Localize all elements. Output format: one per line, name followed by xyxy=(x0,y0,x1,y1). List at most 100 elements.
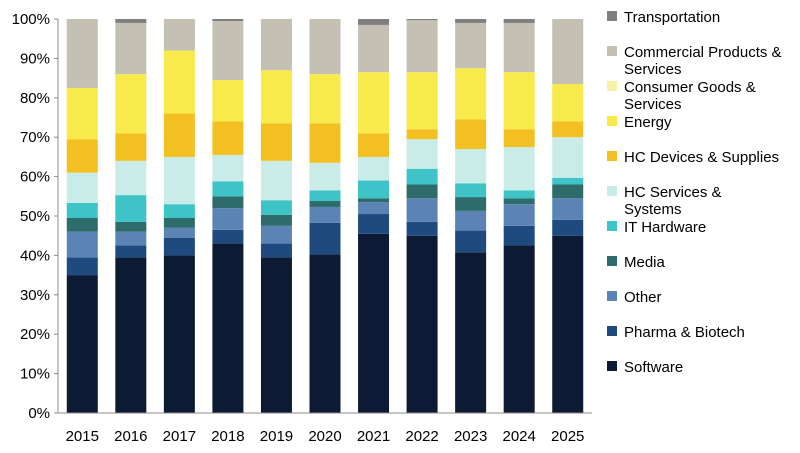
bar-segment-it-hardware-2018 xyxy=(212,181,244,197)
x-tick-label: 2019 xyxy=(260,428,293,445)
bar-segment-energy-2016 xyxy=(115,74,147,134)
legend-label: Media xyxy=(624,254,666,271)
bar-segment-software-2017 xyxy=(163,255,195,413)
legend-item-consumer-goods-and-services: Consumer Goods &Services xyxy=(607,79,756,113)
bar-segment-software-2025 xyxy=(552,235,584,413)
bar-segment-commercial-products-and-services-2015 xyxy=(66,19,98,88)
bar-segment-energy-2021 xyxy=(358,72,390,134)
bar-segment-it-hardware-2021 xyxy=(358,180,390,199)
y-tick-label: 40% xyxy=(20,247,50,264)
x-tick-label: 2023 xyxy=(454,428,487,445)
y-tick-label: 0% xyxy=(28,405,50,422)
x-tick-label: 2015 xyxy=(66,428,99,445)
legend-swatch xyxy=(607,221,617,231)
bar-segment-commercial-products-and-services-2023 xyxy=(455,22,487,69)
legend-item-software: Software xyxy=(607,359,683,376)
bar-segment-transportation-2022 xyxy=(406,19,438,21)
bar-segment-hc-services-and-systems-2023 xyxy=(455,149,487,184)
bar-segment-it-hardware-2017 xyxy=(163,204,195,218)
bar-segment-it-hardware-2019 xyxy=(260,200,292,215)
bar-segment-commercial-products-and-services-2017 xyxy=(163,19,195,51)
bar-group-2025 xyxy=(552,19,584,413)
bar-segment-hc-devices-and-supplies-2019 xyxy=(260,123,292,161)
bar-segment-software-2019 xyxy=(260,257,292,413)
legend-swatch xyxy=(607,151,617,161)
bar-segment-it-hardware-2015 xyxy=(66,202,98,218)
legend-label: Consumer Goods & xyxy=(624,79,756,96)
bar-group-2021 xyxy=(358,19,390,413)
bar-segment-media-2020 xyxy=(309,201,341,207)
bar-segment-hc-services-and-systems-2025 xyxy=(552,137,584,178)
bar-segment-software-2020 xyxy=(309,254,341,413)
bar-segment-hc-devices-and-supplies-2018 xyxy=(212,121,244,155)
legend-label: HC Devices & Supplies xyxy=(624,149,779,166)
legend: Transportation Commercial Products &Servi… xyxy=(607,9,782,376)
bar-segment-software-2016 xyxy=(115,257,147,413)
bar-segment-energy-2025 xyxy=(552,84,584,122)
bar-segment-pharma-and-biotech-2020 xyxy=(309,222,341,255)
bars-area xyxy=(66,19,584,413)
legend-swatch xyxy=(607,361,617,371)
bar-segment-pharma-and-biotech-2022 xyxy=(406,221,438,236)
bar-segment-other-2020 xyxy=(309,206,341,223)
bar-segment-software-2015 xyxy=(66,275,98,413)
bar-segment-hc-devices-and-supplies-2017 xyxy=(163,113,195,157)
legend-label: Software xyxy=(624,359,683,376)
legend-swatch xyxy=(607,326,617,336)
legend-item-energy: Energy xyxy=(607,114,672,131)
legend-swatch xyxy=(607,81,617,91)
legend-item-commercial-products-and-services: Commercial Products &Services xyxy=(607,44,782,78)
legend-label: Commercial Products & xyxy=(624,44,782,61)
x-tick-label: 2018 xyxy=(211,428,244,445)
bar-segment-hc-services-and-systems-2017 xyxy=(163,156,195,205)
legend-label: Energy xyxy=(624,114,672,131)
y-tick-label: 10% xyxy=(20,366,50,383)
bar-segment-hc-devices-and-supplies-2025 xyxy=(552,121,584,138)
legend-label: Other xyxy=(624,289,662,306)
bar-segment-transportation-2024 xyxy=(503,19,535,23)
bar-segment-software-2024 xyxy=(503,245,535,413)
bar-segment-hc-services-and-systems-2022 xyxy=(406,139,438,169)
bar-segment-pharma-and-biotech-2021 xyxy=(358,214,390,234)
bar-segment-it-hardware-2023 xyxy=(455,183,487,198)
bar-segment-energy-2017 xyxy=(163,50,195,114)
bar-segment-media-2016 xyxy=(115,221,147,232)
x-tick-label: 2020 xyxy=(308,428,341,445)
x-tick-label: 2025 xyxy=(551,428,584,445)
legend-swatch xyxy=(607,116,617,126)
bar-segment-energy-2023 xyxy=(455,68,487,120)
bar-group-2024 xyxy=(503,19,535,413)
bar-segment-pharma-and-biotech-2023 xyxy=(455,230,487,253)
bar-group-2016 xyxy=(115,19,147,413)
legend-swatch xyxy=(607,46,617,56)
bar-segment-hc-devices-and-supplies-2015 xyxy=(66,139,98,173)
bar-segment-transportation-2021 xyxy=(358,19,390,25)
x-axis: 2015 2016 2017 2018 2019 2020 2021 2022 2023 2024… xyxy=(58,412,592,445)
bar-group-2015 xyxy=(66,19,98,413)
bar-segment-software-2018 xyxy=(212,243,244,413)
legend-label: HC Services & xyxy=(624,184,722,201)
legend-label: Services xyxy=(624,61,682,78)
bar-segment-hc-devices-and-supplies-2023 xyxy=(455,119,487,150)
bar-segment-energy-2015 xyxy=(66,87,98,140)
x-tick-label: 2024 xyxy=(502,428,535,445)
bar-segment-media-2017 xyxy=(163,217,195,228)
legend-swatch xyxy=(607,186,617,196)
legend-item-transportation: Transportation xyxy=(607,9,720,26)
bar-segment-commercial-products-and-services-2019 xyxy=(260,19,292,71)
bar-segment-media-2015 xyxy=(66,217,98,232)
bar-segment-media-2024 xyxy=(503,198,535,205)
bar-group-2023 xyxy=(455,19,487,413)
legend-label: IT Hardware xyxy=(624,219,706,236)
bar-segment-hc-services-and-systems-2018 xyxy=(212,154,244,182)
y-tick-label: 20% xyxy=(20,326,50,343)
bar-segment-pharma-and-biotech-2015 xyxy=(66,257,98,276)
x-tick-label: 2022 xyxy=(405,428,438,445)
bar-segment-it-hardware-2022 xyxy=(406,168,438,185)
bar-segment-hc-services-and-systems-2019 xyxy=(260,160,292,201)
bar-segment-energy-2022 xyxy=(406,72,438,130)
bar-segment-hc-services-and-systems-2020 xyxy=(309,162,341,191)
bar-segment-transportation-2016 xyxy=(115,19,147,23)
legend-swatch xyxy=(607,11,617,21)
x-tick-label: 2016 xyxy=(114,428,147,445)
